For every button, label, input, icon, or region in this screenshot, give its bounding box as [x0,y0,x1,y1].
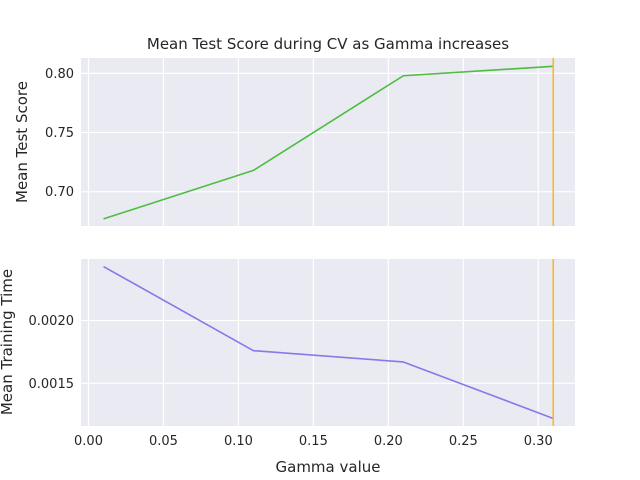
bottom-y-tick-labels: 0.0015 0.0020 [29,314,75,392]
x-tick-label: 0.20 [374,434,403,449]
bot-y-tick-label: 0.0015 [29,377,75,392]
top-gridlines [81,58,575,226]
x-tick-label: 0.15 [299,434,328,449]
subplot-test-score: 0.70 0.75 0.80 Mean Test Score during CV a… [13,35,575,226]
x-tick-label: 0.00 [74,434,103,449]
x-tick-label: 0.30 [524,434,553,449]
bottom-plot-background [81,259,575,426]
x-tick-label: 0.05 [149,434,178,449]
x-tick-label: 0.25 [449,434,478,449]
top-series-line [103,65,554,220]
top-y-axis-label: Mean Test Score [13,81,31,203]
bottom-series [103,259,555,426]
bottom-gridlines [81,259,575,426]
top-series [103,58,555,226]
top-chart-title: Mean Test Score during CV as Gamma incre… [147,35,509,53]
top-y-tick-label: 0.70 [45,185,74,200]
x-tick-label: 0.10 [224,434,253,449]
top-y-tick-labels: 0.70 0.75 0.80 [45,67,74,200]
top-y-tick-label: 0.80 [45,67,74,82]
top-y-tick-label: 0.75 [45,126,74,141]
x-axis-label: Gamma value [276,458,381,476]
bot-y-tick-label: 0.0020 [29,314,75,329]
top-plot-background [81,58,575,226]
bot-series-line [103,265,554,420]
bottom-y-axis-label: Mean Training Time [0,269,16,415]
bottom-x-tick-labels: 0.00 0.05 0.10 0.15 0.20 0.25 0.30 [74,434,553,449]
subplot-training-time: 0.0015 0.0020 0.00 0.05 0.10 0.15 0.20 0.25 0.3… [0,259,575,476]
